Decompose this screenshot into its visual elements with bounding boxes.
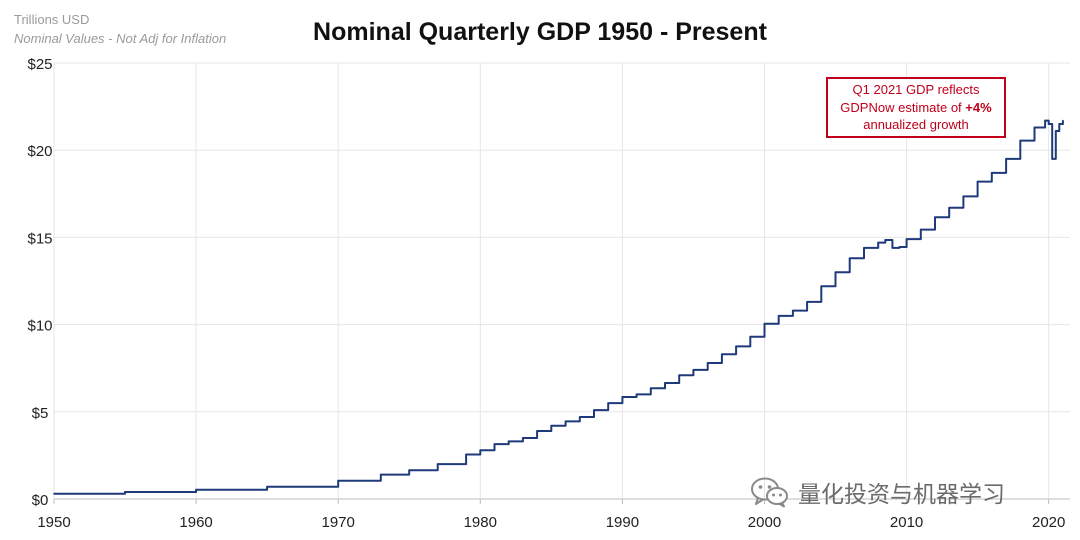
x-tick-label: 2000 [748,514,781,531]
data-point [550,425,553,427]
data-point [493,443,496,445]
data-point [692,369,695,371]
data-point [635,393,638,396]
annotation-line-1: Q1 2021 GDP reflects [852,82,980,98]
y-tick-label: $15 [27,230,52,247]
data-point [884,239,887,241]
watermark-text: 量化投资与机器学习 [798,482,1005,508]
data-point [962,195,965,198]
x-tick-label: 1950 [37,514,70,531]
data-point [1055,130,1057,132]
x-tick-label: 2010 [890,514,923,531]
chart-subtitle: Nominal Values - Not Adj for Inflation [14,31,227,46]
data-point [706,362,709,364]
data-point [337,479,340,482]
data-point [777,315,780,317]
y-tick-label: $20 [27,143,52,160]
annotation-line-3: annualized growth [863,117,969,133]
annotation-growth-value: +4% [965,99,992,115]
data-point [579,416,581,418]
data-point [806,301,808,303]
data-point [621,396,624,398]
data-point [664,382,666,384]
data-point [195,489,197,491]
y-tick-label: $5 [32,405,49,422]
data-point [507,440,510,443]
data-point [863,247,865,249]
x-tick-label: 1980 [464,514,497,531]
data-point [408,469,411,472]
data-point [1033,126,1036,129]
data-point [763,322,766,325]
x-axis-ticks: 1950 1960 1970 1980 1990 2000 2010 2020 [37,499,1065,531]
data-point [792,309,794,312]
annotation-line-2: GDPNow estimate of +4% [828,99,1004,117]
x-tick-label: 1970 [322,514,355,531]
data-point [436,463,439,465]
data-point [948,207,950,209]
data-point [650,387,652,390]
data-point [898,246,901,248]
watermark: 量化投资与机器学习 [750,474,1005,510]
annotation-callout: Q1 2021 GDP reflects GDPNow estimate of … [826,77,1006,138]
data-point [1051,158,1053,160]
data-point [848,257,851,260]
data-point [877,241,879,244]
data-point [905,238,908,240]
x-tick-label: 1960 [179,514,212,531]
y-tick-label: $0 [32,492,49,509]
x-tick-label: 1990 [606,514,639,531]
chart-title: Nominal Quarterly GDP 1950 - Present [313,18,767,46]
data-point [920,228,922,231]
data-point [1058,123,1061,125]
y-tick-label: $10 [27,318,52,335]
data-point [564,420,567,423]
data-point [380,473,382,476]
data-point [1044,119,1046,122]
data-point [991,172,993,174]
data-point [593,409,595,411]
gdp-series-line [54,119,1064,495]
data-point [53,493,55,495]
y-axis-ticks: $0 $5 $10 $15 $20 $25 [27,56,52,509]
x-tick-label: 2020 [1032,514,1065,531]
data-point [891,247,894,249]
data-point [1062,119,1064,122]
annotation-line-2-prefix: GDPNow estimate of [840,99,966,115]
data-point [735,345,737,348]
data-point [1005,158,1007,160]
data-point [820,285,823,288]
data-point [834,271,837,274]
data-point [976,180,979,183]
data-point [465,453,467,456]
data-point [607,402,609,404]
y-tick-label: $25 [27,56,52,73]
data-point [266,486,268,488]
data-point [522,437,524,439]
data-point [721,353,723,356]
data-point [934,216,936,219]
data-point [124,491,126,493]
data-point [749,336,752,338]
gridlines [53,62,1070,500]
y-unit-label: Trillions USD [14,12,90,27]
data-point [1047,123,1050,125]
data-point [536,430,538,432]
data-point [678,374,680,377]
wechat-icon [751,477,788,508]
data-point [479,449,482,452]
series-layer [53,119,1064,495]
data-point [1019,139,1022,142]
